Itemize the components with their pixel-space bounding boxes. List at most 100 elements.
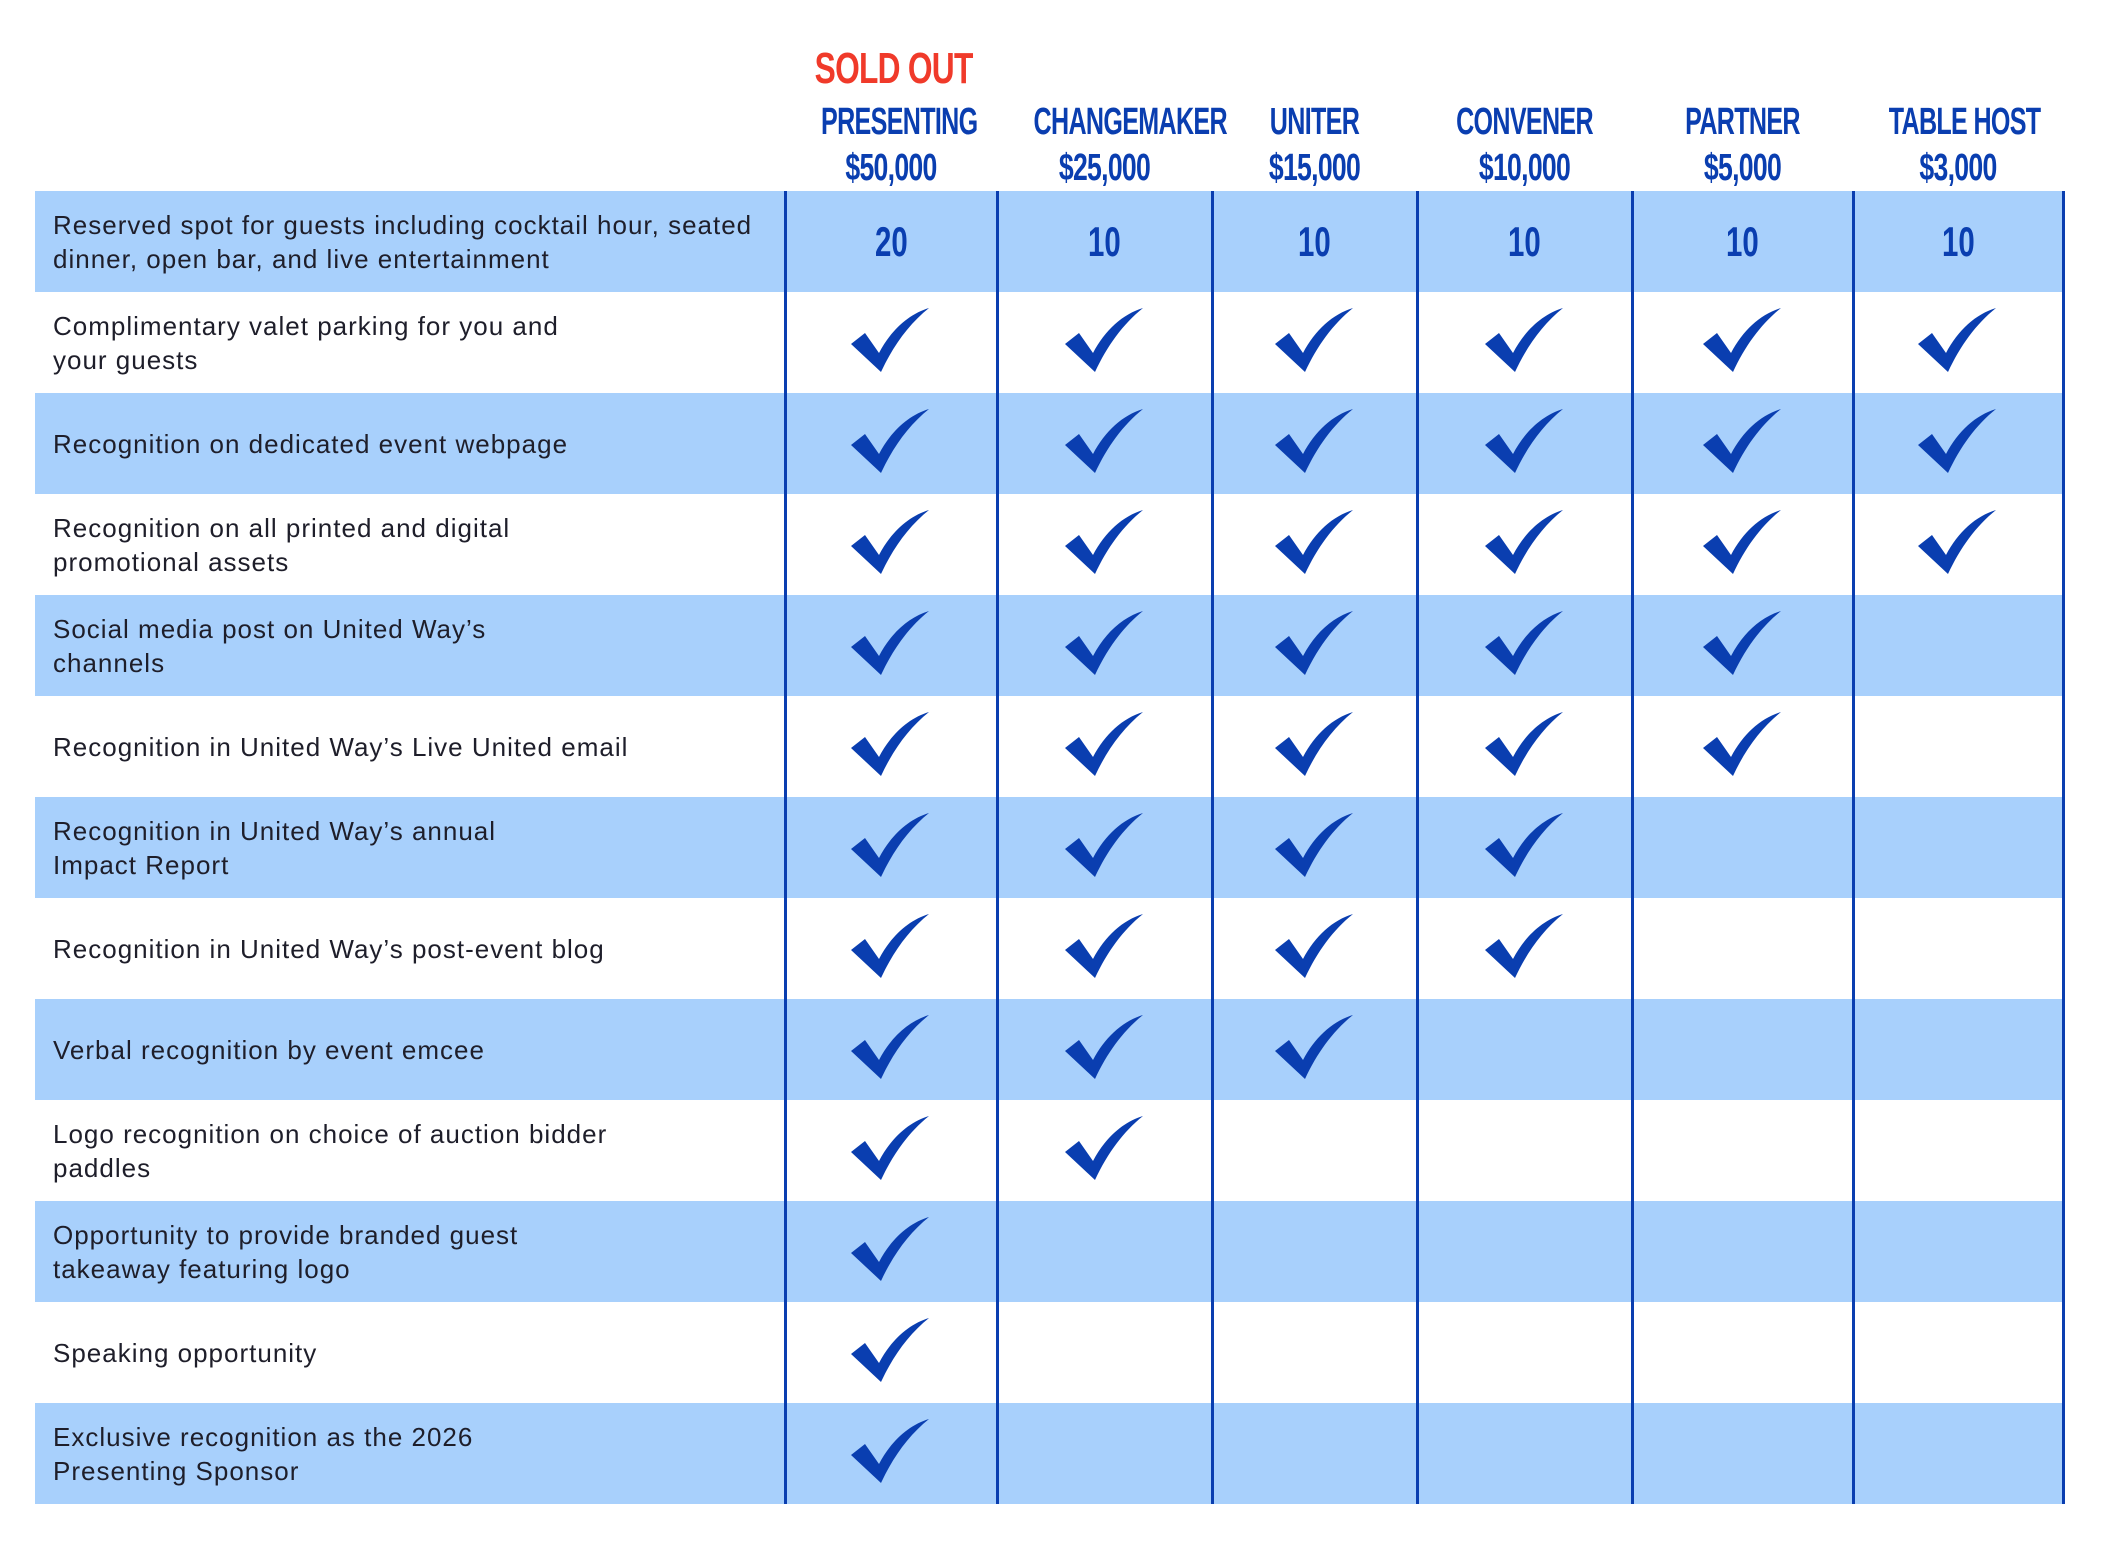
checkmark-icon (1063, 1115, 1147, 1186)
checkmark-icon (849, 408, 933, 479)
checkmark-icon (1483, 509, 1567, 580)
checkmark-icon (849, 610, 933, 681)
tier-name: PARTNER (1685, 101, 1800, 143)
table-row: Complimentary valet parking for you and … (35, 292, 2063, 393)
tier-price: $3,000 (1919, 147, 1997, 189)
guest-count: 10 (1088, 217, 1121, 265)
benefit-label: Speaking opportunity (53, 1337, 318, 1368)
benefit-label: Recognition in United Way’s annual Impac… (53, 815, 497, 880)
column-header-partner: PARTNER $5,000 (1632, 40, 1853, 190)
guest-count: 20 (874, 217, 908, 265)
checkmark-icon (1483, 812, 1567, 883)
table-row: Logo recognition on choice of auction bi… (35, 1100, 2063, 1201)
checkmark-icon (1701, 307, 1785, 378)
benefit-label: Recognition in United Way’s Live United … (53, 731, 629, 762)
benefit-label: Complimentary valet parking for you and … (53, 310, 559, 375)
column-divider (996, 191, 999, 1504)
benefit-label: Logo recognition on choice of auction bi… (53, 1118, 608, 1183)
column-divider (1211, 191, 1214, 1504)
guest-count: 10 (1941, 217, 1975, 265)
column-header-table-host: TABLE HOST $3,000 (1853, 40, 2063, 190)
column-divider (1631, 191, 1634, 1504)
table-row: Recognition in United Way’s post-event b… (35, 898, 2063, 999)
column-divider (1852, 191, 1855, 1504)
table-row: Recognition on dedicated event webpage (35, 393, 2063, 494)
checkmark-icon (1483, 408, 1567, 479)
guest-count: 10 (1298, 217, 1331, 265)
tier-price: $15,000 (1268, 147, 1361, 189)
checkmark-icon (1273, 711, 1357, 782)
tier-price: $50,000 (845, 147, 937, 189)
checkmark-icon (1063, 1014, 1147, 1085)
checkmark-icon (1916, 307, 2000, 378)
sold-out-badge: SOLD OUT (814, 44, 974, 93)
column-header-presenting: SOLD OUT PRESENTING $50,000 (785, 40, 997, 190)
checkmark-icon (1063, 711, 1147, 782)
checkmark-icon (849, 1014, 933, 1085)
tier-price: $25,000 (1058, 147, 1151, 189)
checkmark-icon (1063, 812, 1147, 883)
table-row: Recognition in United Way’s annual Impac… (35, 797, 2063, 898)
checkmark-icon (849, 913, 933, 984)
tier-name: PRESENTING (821, 101, 978, 143)
table-row: Recognition in United Way’s Live United … (35, 696, 2063, 797)
checkmark-icon (1483, 711, 1567, 782)
tier-name: CHANGEMAKER (1033, 101, 1228, 143)
checkmark-icon (1273, 1014, 1357, 1085)
checkmark-icon (1063, 509, 1147, 580)
checkmark-icon (849, 307, 933, 378)
table-row: Exclusive recognition as the 2026 Presen… (35, 1403, 2063, 1504)
checkmark-icon (1273, 509, 1357, 580)
benefit-label: Recognition on dedicated event webpage (53, 428, 569, 459)
column-header-changemaker: CHANGEMAKER $25,000 (997, 40, 1228, 190)
benefit-label: Opportunity to provide branded guest tak… (53, 1219, 519, 1284)
table-row: Social media post on United Way’s channe… (35, 595, 2063, 696)
checkmark-icon (1273, 408, 1357, 479)
checkmark-icon (1273, 812, 1357, 883)
checkmark-icon (1916, 408, 2000, 479)
table-row: Opportunity to provide branded guest tak… (35, 1201, 2063, 1302)
checkmark-icon (1273, 307, 1357, 378)
checkmark-icon (1063, 408, 1147, 479)
checkmark-icon (1063, 610, 1147, 681)
tier-name: UNITER (1269, 101, 1360, 143)
benefit-label: Exclusive recognition as the 2026 Presen… (53, 1421, 474, 1486)
benefit-label: Social media post on United Way’s channe… (53, 613, 487, 678)
checkmark-icon (1701, 610, 1785, 681)
benefit-label: Recognition on all printed and digital p… (53, 512, 511, 577)
checkmark-icon (1701, 408, 1785, 479)
benefit-label: Recognition in United Way’s post-event b… (53, 933, 605, 964)
column-divider (2062, 191, 2065, 1504)
tier-name: TABLE HOST (1888, 101, 2041, 143)
checkmark-icon (849, 1115, 933, 1186)
column-header-convener: CONVENER $10,000 (1417, 40, 1632, 190)
checkmark-icon (849, 812, 933, 883)
column-divider (1416, 191, 1419, 1504)
checkmark-icon (849, 1317, 933, 1388)
column-header-uniter: UNITER $15,000 (1212, 40, 1417, 190)
column-divider (784, 191, 787, 1504)
checkmark-icon (1483, 307, 1567, 378)
checkmark-icon (849, 1418, 933, 1489)
benefit-label: Verbal recognition by event emcee (53, 1034, 485, 1065)
checkmark-icon (1483, 913, 1567, 984)
checkmark-icon (849, 1216, 933, 1287)
checkmark-icon (1483, 610, 1567, 681)
guest-count: 10 (1726, 217, 1759, 265)
checkmark-icon (1916, 509, 2000, 580)
guest-count: 10 (1508, 217, 1541, 265)
checkmark-icon (1063, 913, 1147, 984)
table-row: Reserved spot for guests including cockt… (35, 191, 2063, 292)
checkmark-icon (1063, 307, 1147, 378)
tier-name: CONVENER (1456, 101, 1594, 143)
checkmark-icon (1701, 711, 1785, 782)
checkmark-icon (1701, 509, 1785, 580)
benefit-label: Reserved spot for guests including cockt… (53, 209, 753, 274)
table-row: Recognition on all printed and digital p… (35, 494, 2063, 595)
table-row: Verbal recognition by event emcee (35, 999, 2063, 1100)
checkmark-icon (849, 711, 933, 782)
checkmark-icon (1273, 913, 1357, 984)
checkmark-icon (849, 509, 933, 580)
tier-price: $10,000 (1478, 147, 1571, 189)
table-row: Speaking opportunity (35, 1302, 2063, 1403)
